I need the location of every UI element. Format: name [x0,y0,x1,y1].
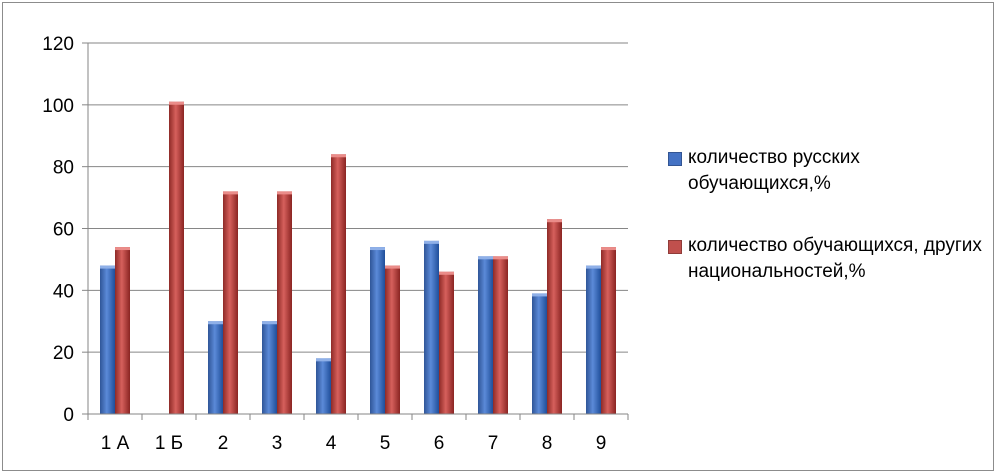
bar-russian-top [208,321,223,324]
bar-other-top [115,247,130,250]
bar-other [385,266,400,414]
bar-russian [208,321,223,414]
legend-swatch-russian [668,152,682,166]
bar-russian-top [532,293,547,296]
y-axis-ticks: 0 20 40 60 80 100 120 [42,34,88,426]
legend-label-russian: количество русских обучающихся,% [688,145,988,197]
x-tick-label: 5 [380,433,391,454]
bar-other-top [493,256,508,259]
bar-other [169,102,184,414]
legend-label-other: количество обучающихся, других националь… [688,233,988,285]
bar-other-top [223,191,238,194]
legend-item-russian: количество русских обучающихся,% [668,145,988,197]
legend: количество русских обучающихся,% количес… [668,145,988,321]
bar-russian-top [586,266,601,269]
x-tick-label: 4 [326,433,337,454]
bar-russian [316,358,331,414]
y-tick-label: 20 [53,343,74,364]
bar-other-top [439,272,454,275]
bar-russian [370,247,385,414]
bar-russian [100,266,115,414]
bar-russian [424,241,439,414]
x-tick-label: 3 [272,433,283,454]
bar-other [277,191,292,414]
bar-russian [262,321,277,414]
x-tick-label: 8 [542,433,553,454]
legend-swatch-other [668,240,682,254]
x-tick-label: 7 [488,433,499,454]
x-tick-label: 9 [596,433,607,454]
bar-russian-top [100,266,115,269]
bar-russian-top [262,321,277,324]
x-axis-ticks: 1 А 1 Б 2 3 4 5 6 7 8 9 [88,414,628,454]
bar-russian-top [424,241,439,244]
legend-item-other: количество обучающихся, других националь… [668,233,988,285]
bar-russian [532,293,547,414]
bar-other [115,247,130,414]
y-tick-label: 120 [42,34,74,55]
bar-other-top [277,191,292,194]
bar-other [439,272,454,414]
x-tick-label: 1 Б [155,433,183,454]
y-tick-label: 60 [53,220,74,241]
bar-other-top [547,219,562,222]
bar-other-top [331,154,346,157]
bar-other [493,256,508,414]
bar-other [331,154,346,414]
y-tick-label: 40 [53,281,74,302]
y-tick-label: 100 [42,96,74,117]
bar-other [601,247,616,414]
bar-russian [478,256,493,414]
bar-other-top [385,266,400,269]
bar-russian [586,266,601,414]
bar-other [547,219,562,414]
y-tick-label: 0 [63,405,74,426]
x-tick-label: 2 [218,433,229,454]
x-tick-label: 6 [434,433,445,454]
bar-other [223,191,238,414]
bar-other-top [601,247,616,250]
bars [100,102,616,414]
bar-russian-top [316,358,331,361]
bar-russian-top [370,247,385,250]
bar-russian-top [478,256,493,259]
x-tick-label: 1 А [101,433,130,454]
y-tick-label: 80 [53,158,74,179]
bar-other-top [169,102,184,105]
